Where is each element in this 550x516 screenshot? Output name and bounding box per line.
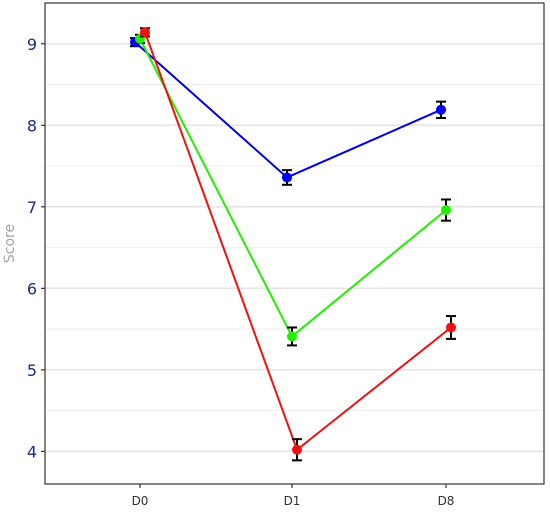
y-tick-label: 7 [27, 198, 37, 217]
data-point [441, 205, 451, 216]
series-line-1 [134, 41, 442, 179]
data-point [436, 104, 446, 115]
y-tick-label: 5 [27, 361, 37, 380]
data-point [140, 27, 150, 38]
plot-panel-border [44, 2, 545, 485]
y-tick-label: 6 [27, 279, 37, 298]
series-line-2 [139, 38, 447, 338]
series-layer [130, 27, 456, 462]
x-tick-label: D0 [132, 494, 149, 508]
data-point [446, 322, 456, 333]
data-point [282, 172, 292, 183]
data-point [292, 444, 302, 455]
x-tick-label: D8 [438, 494, 455, 508]
axes: 4 5 6 7 8 9 D0 D1 D8 [27, 35, 455, 508]
y-tick-label: 4 [27, 442, 37, 461]
grid-lines [45, 42, 544, 453]
x-tick-label: D1 [284, 494, 301, 508]
data-point [287, 331, 297, 342]
y-tick-label: 9 [27, 35, 37, 54]
y-axis-title: Score [2, 224, 18, 263]
y-tick-label: 8 [27, 116, 37, 135]
series-line-3 [144, 32, 452, 452]
